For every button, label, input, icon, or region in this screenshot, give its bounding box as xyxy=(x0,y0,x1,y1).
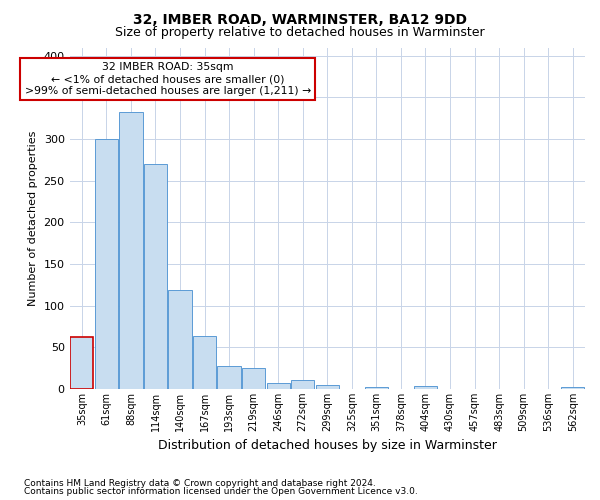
Text: 32, IMBER ROAD, WARMINSTER, BA12 9DD: 32, IMBER ROAD, WARMINSTER, BA12 9DD xyxy=(133,12,467,26)
X-axis label: Distribution of detached houses by size in Warminster: Distribution of detached houses by size … xyxy=(158,440,497,452)
Bar xyxy=(217,366,241,389)
Bar xyxy=(169,290,191,389)
Bar xyxy=(291,380,314,389)
Bar xyxy=(144,164,167,389)
Bar xyxy=(266,383,290,389)
Bar xyxy=(70,338,94,389)
Text: Contains HM Land Registry data © Crown copyright and database right 2024.: Contains HM Land Registry data © Crown c… xyxy=(24,478,376,488)
Text: Size of property relative to detached houses in Warminster: Size of property relative to detached ho… xyxy=(115,26,485,39)
Bar xyxy=(119,112,143,389)
Bar xyxy=(316,384,339,389)
Text: Contains public sector information licensed under the Open Government Licence v3: Contains public sector information licen… xyxy=(24,487,418,496)
Bar xyxy=(242,368,265,389)
Bar xyxy=(365,387,388,389)
Bar xyxy=(193,336,216,389)
Bar xyxy=(561,387,584,389)
Text: 32 IMBER ROAD: 35sqm
← <1% of detached houses are smaller (0)
>99% of semi-detac: 32 IMBER ROAD: 35sqm ← <1% of detached h… xyxy=(25,62,311,96)
Bar xyxy=(414,386,437,389)
Y-axis label: Number of detached properties: Number of detached properties xyxy=(28,130,38,306)
Bar xyxy=(95,139,118,389)
